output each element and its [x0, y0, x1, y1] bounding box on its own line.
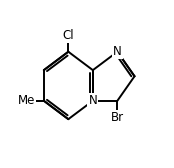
- Text: Br: Br: [111, 111, 124, 124]
- Text: N: N: [113, 45, 122, 58]
- Text: Cl: Cl: [62, 29, 74, 42]
- Text: Me: Me: [18, 94, 35, 107]
- Text: N: N: [88, 94, 97, 107]
